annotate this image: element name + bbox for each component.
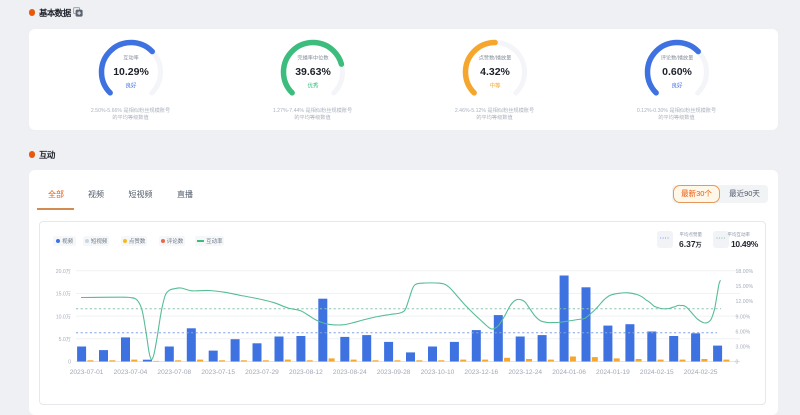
svg-text:39.63%: 39.63% [295,66,331,78]
svg-text:2023-07-15: 2023-07-15 [201,369,235,376]
svg-text:20.0万: 20.0万 [56,268,71,275]
svg-text:0: 0 [68,360,71,366]
svg-text:2023-07-01: 2023-07-01 [70,369,104,376]
svg-text:10.29%: 10.29% [113,66,149,78]
svg-text:2023-08-12: 2023-08-12 [289,369,323,376]
svg-text:2023-09-28: 2023-09-28 [377,369,411,376]
svg-text:15.0万: 15.0万 [56,291,71,298]
svg-text:2024-02-15: 2024-02-15 [640,369,674,376]
svg-text:良好: 良好 [671,82,683,90]
svg-text:5.0万: 5.0万 [59,336,71,343]
svg-text:2023-07-04: 2023-07-04 [114,369,148,376]
svg-text:中等: 中等 [489,82,501,90]
svg-text:6.00%: 6.00% [736,329,751,335]
svg-text:评论数/播放量: 评论数/播放量 [660,54,693,62]
svg-text:点赞数/播放量: 点赞数/播放量 [478,54,511,62]
svg-text:2023-12-24: 2023-12-24 [508,369,542,376]
svg-text:优秀: 优秀 [307,82,319,90]
svg-text:9.00%: 9.00% [736,314,751,320]
svg-text:2023-08-24: 2023-08-24 [333,369,367,376]
svg-text:4.32%: 4.32% [480,66,510,78]
svg-text:2024-02-25: 2024-02-25 [684,369,718,376]
svg-text:完播率中位数: 完播率中位数 [297,54,329,62]
svg-text:2023-10-10: 2023-10-10 [421,369,455,376]
svg-text:2024-01-06: 2024-01-06 [552,369,586,376]
svg-text:2023-07-29: 2023-07-29 [245,369,279,376]
svg-text:3.00%: 3.00% [736,345,751,351]
svg-text:0.60%: 0.60% [662,66,692,78]
svg-text:10.0万: 10.0万 [56,313,71,320]
svg-text:互动率: 互动率 [123,54,139,62]
svg-text:18.00%: 18.00% [736,269,754,275]
svg-text:2024-01-19: 2024-01-19 [596,369,630,376]
svg-text:2023-07-08: 2023-07-08 [157,369,191,376]
svg-text:15.00%: 15.00% [736,284,754,290]
svg-text:0: 0 [736,360,739,366]
svg-text:良好: 良好 [125,82,137,90]
svg-text:2023-12-16: 2023-12-16 [464,369,498,376]
svg-text:12.00%: 12.00% [736,299,754,305]
